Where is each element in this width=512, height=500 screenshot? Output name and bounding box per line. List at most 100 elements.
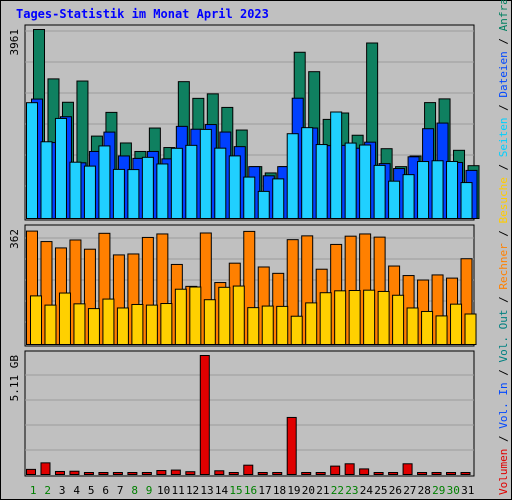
legend: Volumen / Vol. In / Vol. Out / Rechner /… — [497, 0, 510, 495]
bar-volumen-day-31 — [460, 472, 471, 475]
bar-seiten-day-23 — [344, 142, 357, 219]
bar-besuche-day-2 — [44, 304, 57, 345]
legend-entry-volumen: Volumen — [497, 449, 510, 495]
bar-seiten-day-22 — [330, 111, 343, 219]
x-tick-label-day-28: 28 — [418, 484, 431, 497]
bar-seiten-day-31 — [460, 182, 473, 219]
legend-entry-seiten: Seiten — [497, 117, 510, 157]
legend-entry-dateien: Dateien — [497, 51, 510, 97]
bar-seiten-day-29 — [431, 160, 444, 219]
legend-separator: / — [497, 363, 510, 383]
x-tick-label-day-12: 12 — [186, 484, 199, 497]
bar-besuche-day-15 — [232, 285, 245, 346]
x-tick-label-day-16: 16 — [244, 484, 257, 497]
bar-volumen-day-14 — [214, 470, 225, 476]
bar-seiten-day-1 — [26, 102, 38, 219]
bar-besuche-day-12 — [189, 286, 202, 345]
legend-entry-vol-in: Vol. In — [497, 382, 510, 428]
bar-volumen-day-2 — [40, 462, 51, 476]
bar-volumen-day-12 — [185, 471, 196, 475]
bar-volumen-day-27 — [402, 463, 413, 475]
bar-seiten-day-17 — [257, 190, 270, 219]
legend-entry-anfragen: Anfragen — [497, 0, 510, 31]
bar-seiten-day-19 — [286, 133, 299, 220]
bar-volumen-day-23 — [344, 463, 355, 475]
bar-seiten-day-27 — [402, 174, 415, 219]
bar-besuche-day-3 — [58, 292, 71, 346]
bar-volumen-day-28 — [417, 472, 428, 475]
bar-seiten-day-15 — [228, 155, 241, 219]
bar-seiten-day-18 — [272, 178, 285, 219]
bar-besuche-day-20 — [305, 302, 318, 345]
x-tick-label-day-20: 20 — [302, 484, 315, 497]
x-tick-label-day-9: 9 — [146, 484, 153, 497]
x-tick-label-day-15: 15 — [229, 484, 242, 497]
bar-volumen-day-30 — [446, 472, 457, 475]
bar-volumen-day-7 — [112, 472, 123, 475]
bar-besuche-day-25 — [377, 290, 390, 345]
bar-volumen-day-4 — [69, 470, 80, 475]
bar-volumen-day-6 — [98, 472, 109, 475]
y-axis-max-label: 362 — [8, 229, 21, 249]
bar-seiten-day-21 — [315, 144, 328, 219]
x-tick-label-day-14: 14 — [215, 484, 229, 497]
bar-besuche-day-19 — [290, 315, 303, 346]
legend-separator: / — [497, 98, 510, 118]
bar-besuche-day-9 — [145, 304, 158, 345]
x-tick-label-day-5: 5 — [88, 484, 95, 497]
x-tick-label-day-21: 21 — [316, 484, 329, 497]
bar-volumen-day-10 — [156, 470, 167, 476]
bar-besuche-day-23 — [348, 289, 361, 345]
bar-volumen-day-17 — [257, 472, 268, 475]
legend-separator: / — [497, 31, 510, 51]
bar-besuche-day-8 — [131, 303, 144, 346]
bar-volumen-day-13 — [199, 355, 210, 475]
bar-volumen-day-3 — [54, 470, 65, 475]
bar-seiten-day-12 — [185, 144, 198, 220]
bar-seiten-day-2 — [40, 141, 53, 220]
x-tick-label-day-7: 7 — [117, 484, 124, 497]
x-tick-label-day-25: 25 — [374, 484, 387, 497]
legend-entry-vol-out: Vol. Out — [497, 310, 510, 363]
bar-besuche-day-24 — [363, 289, 376, 345]
x-tick-label-day-13: 13 — [200, 484, 213, 497]
bar-besuche-day-31 — [464, 313, 477, 346]
bar-volumen-day-11 — [170, 469, 181, 476]
x-tick-label-day-27: 27 — [403, 484, 416, 497]
bar-seiten-day-8 — [127, 169, 140, 219]
bar-volumen-day-9 — [141, 472, 152, 475]
x-tick-label-day-22: 22 — [331, 484, 344, 497]
x-tick-label-day-31: 31 — [461, 484, 474, 497]
bar-volumen-day-18 — [272, 472, 283, 475]
bar-besuche-day-28 — [421, 310, 434, 346]
bar-besuche-day-21 — [319, 292, 332, 345]
bar-volumen-day-24 — [359, 468, 370, 475]
legend-separator: / — [497, 429, 510, 449]
bar-volumen-day-1 — [26, 468, 36, 475]
bar-seiten-day-7 — [112, 168, 125, 219]
bar-seiten-day-13 — [199, 128, 212, 219]
bar-seiten-day-10 — [156, 163, 169, 220]
bar-seiten-day-26 — [388, 180, 401, 219]
bar-besuche-day-14 — [218, 286, 231, 346]
bar-volumen-day-5 — [83, 472, 94, 475]
bar-seiten-day-28 — [417, 161, 430, 220]
bar-volumen-day-22 — [330, 465, 341, 475]
bar-besuche-day-10 — [160, 303, 173, 346]
bar-besuche-day-11 — [174, 288, 187, 345]
x-tick-label-day-18: 18 — [273, 484, 286, 497]
x-tick-label-day-1: 1 — [30, 484, 37, 497]
bar-besuche-day-26 — [392, 294, 405, 346]
x-tick-label-day-8: 8 — [131, 484, 138, 497]
x-tick-label-day-23: 23 — [345, 484, 358, 497]
legend-separator: / — [497, 223, 510, 243]
x-tick-label-day-6: 6 — [102, 484, 109, 497]
legend-separator: / — [497, 290, 510, 310]
x-tick-label-day-3: 3 — [59, 484, 66, 497]
bar-volumen-day-26 — [388, 472, 399, 475]
x-tick-label-day-2: 2 — [44, 484, 51, 497]
legend-entry-besuche: Besuche — [497, 177, 510, 223]
